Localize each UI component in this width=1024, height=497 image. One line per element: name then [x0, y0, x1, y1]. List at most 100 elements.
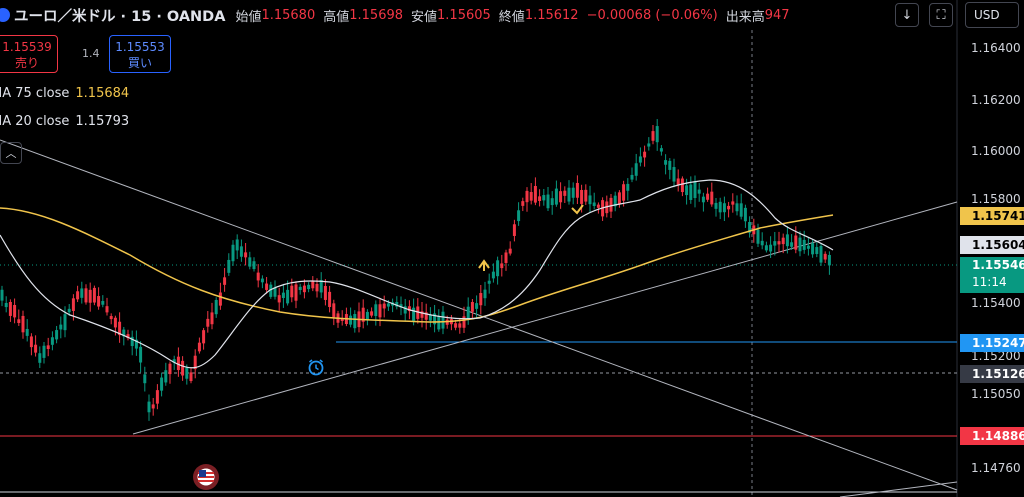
arrow-down-icon: ↓	[901, 7, 913, 23]
currency-button[interactable]: USD	[965, 2, 1019, 28]
candle-body	[105, 306, 109, 313]
candle-body	[420, 311, 424, 318]
candle-body	[134, 339, 138, 349]
candle-body	[781, 237, 785, 245]
candle-body	[197, 342, 201, 352]
candle-body	[756, 229, 760, 244]
open-value: 1.15680	[261, 7, 316, 23]
candle-body	[374, 304, 378, 317]
sell-button[interactable]: 1.15539 売り	[0, 35, 58, 73]
candle-body	[563, 190, 567, 196]
axis-tick: 1.16400	[971, 41, 1021, 55]
candle-body	[223, 277, 227, 285]
candle-body	[231, 244, 235, 262]
candle-body	[727, 205, 731, 210]
red-line-price-tag: 1.14886	[960, 427, 1024, 445]
arrow-down-button[interactable]: ↓	[895, 3, 919, 27]
candle-body	[676, 178, 680, 185]
candle-body	[433, 313, 437, 325]
candle-body	[378, 304, 382, 318]
candle-body	[517, 210, 521, 222]
fullscreen-icon: ⛶	[936, 7, 946, 23]
candles	[0, 119, 831, 421]
candle-body	[290, 285, 294, 298]
candle-body	[718, 201, 722, 213]
candle-body	[214, 299, 218, 315]
candle-body	[29, 336, 33, 348]
candle-body	[664, 160, 668, 165]
signal-check-icon	[571, 204, 584, 215]
axis-tick: 1.15200	[971, 349, 1021, 363]
alarm-clock-icon[interactable]	[307, 358, 325, 376]
candle-body	[176, 356, 180, 371]
axis-tick: 1.15050	[971, 387, 1021, 401]
candle-body	[412, 307, 416, 322]
symbol-title[interactable]: ユーロ／米ドル · 15 · OANDA	[14, 8, 226, 25]
collapse-legend-button[interactable]: ︿	[0, 142, 22, 164]
candle-body	[769, 244, 773, 252]
candle-body	[441, 311, 445, 329]
candle-body	[63, 314, 67, 331]
candle-body	[785, 234, 789, 247]
candle-body	[710, 191, 714, 205]
candle-body	[101, 301, 105, 305]
candle-body	[672, 167, 676, 182]
candle-body	[743, 207, 747, 222]
candle-body	[487, 280, 491, 284]
buy-button[interactable]: 1.15553 買い	[109, 35, 171, 73]
candle-body	[567, 187, 571, 202]
fullscreen-button[interactable]: ⛶	[929, 3, 953, 27]
candle-body	[147, 401, 151, 413]
candle-body	[512, 224, 516, 236]
candle-body	[706, 193, 710, 200]
candle-body	[630, 174, 634, 180]
low-label: 安値	[411, 9, 438, 25]
candle-body	[680, 178, 684, 193]
candle-body	[538, 196, 542, 201]
us-flag-icon[interactable]	[193, 464, 219, 490]
candle-body	[693, 181, 697, 199]
eur-flag-icon	[0, 8, 10, 22]
candle-body	[407, 306, 411, 312]
candle-body	[508, 248, 512, 254]
indicator-ma75[interactable]: MA 75 close 1.15684	[0, 86, 129, 101]
candle-body	[340, 317, 344, 321]
candle-body	[160, 377, 164, 391]
candle-body	[210, 312, 214, 325]
candle-body	[638, 156, 642, 163]
sell-price: 1.15539	[2, 40, 52, 54]
candle-body	[382, 303, 386, 309]
candle-body	[731, 201, 735, 205]
candle-body	[533, 185, 537, 203]
candle-body	[819, 245, 823, 263]
candle-body	[42, 345, 46, 358]
ma75-line	[0, 207, 834, 323]
candle-body	[281, 292, 285, 298]
candle-body	[584, 189, 588, 202]
candle-body	[353, 314, 357, 329]
candle-body	[0, 289, 4, 301]
candle-body	[92, 287, 96, 303]
indicator-ma20[interactable]: MA 20 close 1.15793	[0, 114, 129, 129]
candle-body	[218, 292, 222, 306]
candle-body	[668, 160, 672, 170]
candle-body	[118, 321, 122, 336]
candle-body	[617, 192, 621, 205]
candle-body	[643, 151, 647, 158]
candle-body	[386, 303, 390, 307]
candle-body	[424, 312, 428, 320]
candle-body	[4, 302, 8, 308]
candle-body	[395, 301, 399, 307]
candle-body	[626, 183, 630, 191]
candle-body	[76, 291, 80, 300]
candle-body	[542, 195, 546, 201]
candle-body	[155, 390, 159, 404]
candle-body	[458, 323, 462, 328]
candle-body	[416, 306, 420, 319]
candle-body	[550, 198, 554, 206]
buy-price: 1.15553	[115, 40, 165, 54]
candle-body	[609, 197, 613, 212]
blue-line-price-tag: 1.15247	[960, 334, 1024, 352]
candle-body	[479, 293, 483, 306]
